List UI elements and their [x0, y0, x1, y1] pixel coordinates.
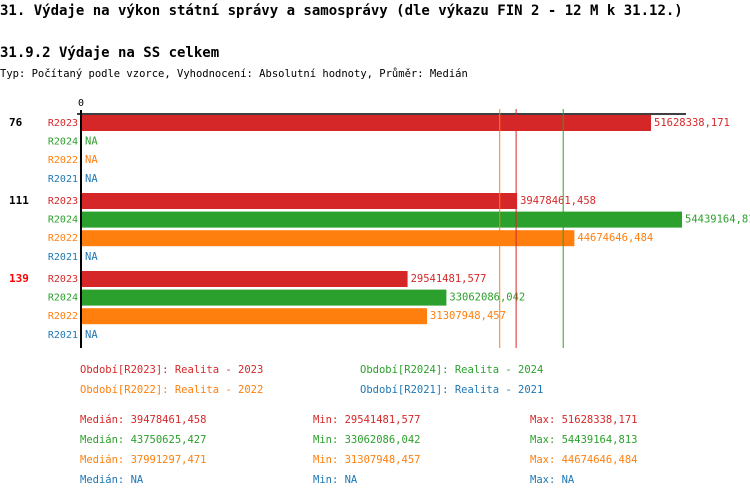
group-label: 111: [9, 194, 29, 207]
legend-item: Období[R2022]: Realita - 2022: [80, 384, 263, 396]
x-tick-label: 0: [78, 98, 84, 109]
series-label: R2022: [48, 233, 78, 244]
legend-item: Období[R2024]: Realita - 2024: [360, 364, 543, 376]
bar: [82, 271, 408, 287]
series-label: R2021: [48, 174, 78, 185]
stat-max: Max: 51628338,171: [530, 414, 637, 426]
stat-median: Medián: 39478461,458: [80, 414, 206, 426]
data-label: 33062086,042: [449, 292, 525, 304]
data-label: NA: [85, 136, 98, 148]
series-label: R2024: [48, 293, 78, 304]
series-label: R2023: [48, 118, 78, 129]
series-label: R2022: [48, 155, 78, 166]
data-label: NA: [85, 251, 98, 263]
stat-median: Medián: 43750625,427: [80, 434, 206, 446]
group-label: 76: [9, 116, 23, 129]
stat-median: Medián: 37991297,471: [80, 454, 206, 466]
group-label: 139: [9, 272, 29, 285]
series-label: R2021: [48, 330, 78, 341]
bar: [82, 211, 682, 228]
data-label: 29541481,577: [411, 273, 487, 285]
data-label: 39478461,458: [520, 195, 596, 207]
stat-median: Medián: NA: [80, 474, 144, 486]
chart-subtitle: 31.9.2 Výdaje na SS celkem: [0, 45, 219, 61]
stat-min: Min: 33062086,042: [313, 434, 420, 446]
stat-min: Min: 29541481,577: [313, 414, 420, 426]
legend-item: Období[R2023]: Realita - 2023: [80, 364, 263, 376]
stat-min: Min: NA: [313, 474, 358, 486]
series-label: R2023: [48, 196, 78, 207]
bar: [82, 115, 652, 131]
data-label: 31307948,457: [430, 310, 506, 322]
bar: [82, 230, 575, 247]
bar: [82, 193, 518, 209]
stat-max: Max: 54439164,813: [530, 434, 637, 446]
stat-max: Max: NA: [530, 474, 575, 486]
series-label: R2022: [48, 311, 78, 322]
series-label: R2024: [48, 215, 78, 226]
bar: [82, 308, 428, 325]
stat-max: Max: 44674646,484: [530, 454, 637, 466]
data-label: NA: [85, 154, 98, 166]
data-label: 44674646,484: [577, 232, 653, 244]
page-title: 31. Výdaje na výkon státní správy a samo…: [0, 3, 683, 19]
data-label: 54439164,813: [685, 214, 750, 226]
bar: [82, 289, 447, 306]
series-label: R2023: [48, 274, 78, 285]
data-label: 51628338,171: [654, 117, 730, 129]
data-label: NA: [85, 329, 98, 341]
series-label: R2021: [48, 252, 78, 263]
legend-item: Období[R2021]: Realita - 2021: [360, 384, 543, 396]
data-label: NA: [85, 173, 98, 185]
series-label: R2024: [48, 137, 78, 148]
chart-description: Typ: Počítaný podle vzorce, Vyhodnocení:…: [0, 68, 468, 80]
stat-min: Min: 31307948,457: [313, 454, 420, 466]
